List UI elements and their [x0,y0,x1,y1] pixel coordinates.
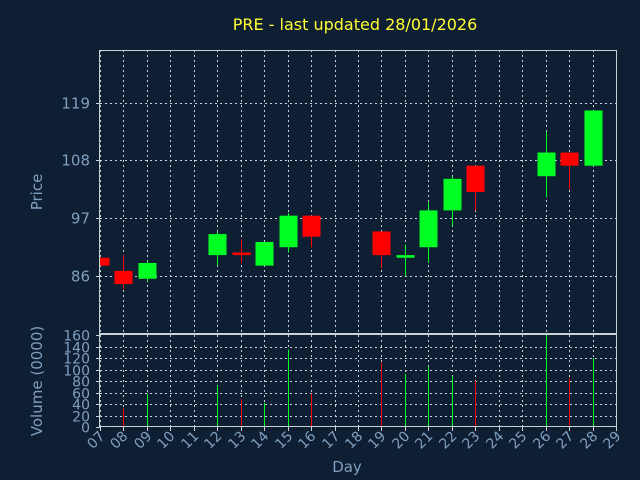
candle-body [100,257,110,266]
candle [537,131,556,198]
x-tick-labels: 07 08 09 10 11 12 13 14 15 16 17 18 19 20 21 22 23 24 25 26… [84,427,624,452]
candle [208,231,227,266]
x-tick-label: 10 [154,429,178,453]
candle [396,244,415,277]
volume-tick-label: 100 [63,364,90,380]
volume-grid [100,335,617,427]
volume-axis-label: Volume (0000) [28,326,46,436]
candle [114,255,133,290]
candle [419,202,438,263]
candle [584,110,603,166]
x-tick-label: 25 [506,429,530,453]
candle [466,165,485,211]
x-tick-label: 22 [436,429,460,453]
price-tick-label: 119 [61,95,90,113]
volume-tick-label: 140 [63,341,90,357]
x-tick-label: 08 [107,429,131,453]
volume-tick-label: 80 [72,375,90,391]
x-tick-label: 20 [389,429,413,453]
price-tick-label: 86 [71,268,90,286]
candle-body [537,152,556,177]
x-tick-label: 15 [272,429,296,453]
x-tick-label: 09 [131,429,155,453]
x-tick-label: 21 [412,429,436,453]
x-tick-label: 29 [600,429,624,453]
candle [279,213,298,253]
x-tick-label: 13 [225,429,249,453]
candle-body [302,215,321,237]
x-tick-label: 19 [365,429,389,453]
x-tick-label: 14 [248,428,272,452]
volume-panel-frame [99,334,617,427]
candle-body [372,231,391,256]
x-tick-label: 18 [342,429,366,453]
candle-body [208,234,227,256]
candle-body [466,165,485,192]
candle-body [279,215,298,248]
candle-body [443,178,462,211]
volume-bars [123,335,594,427]
price-tick-labels: 86 97 108 119 [61,95,100,286]
volume-tick-label: 120 [63,352,90,368]
price-tick-label: 108 [61,152,90,170]
candle-body [584,110,603,166]
candle [302,215,321,248]
candle-body [255,241,274,266]
candle [138,260,157,282]
candles [100,110,603,290]
candle [232,239,251,263]
x-tick-label: 23 [459,429,483,453]
x-tick-label: 28 [577,429,601,453]
price-axis-label: Price [28,174,46,211]
candle [560,152,579,190]
candle-body [232,252,251,256]
volume-tick-label: 160 [63,329,90,345]
price-panel-frame [99,50,617,334]
price-tick-label: 97 [71,210,90,228]
x-tick-label: 11 [178,429,202,453]
candle [100,257,110,266]
x-axis-label: Day [332,458,362,476]
candle [372,231,391,269]
volume-tick-label: 60 [72,387,90,403]
candle [255,241,274,266]
volume-tick-label: 0 [81,421,90,437]
x-tick-label: 26 [530,428,554,452]
chart-title: PRE - last updated 28/01/2026 [233,15,478,34]
volume-tick-label: 20 [72,410,90,426]
x-tick-label: 16 [295,428,319,452]
x-tick-label: 24 [483,428,507,452]
volume-tick-label: 40 [72,398,90,414]
x-tick-label: 27 [553,429,577,453]
candle-body [419,210,438,248]
candle-body [396,255,415,258]
x-tick-label: 17 [319,429,343,453]
price-grid [100,50,617,334]
x-tick-label: 12 [201,429,225,453]
candle-body [560,152,579,166]
candle-body [138,263,157,279]
candle [443,176,462,227]
candle-body [114,270,133,285]
